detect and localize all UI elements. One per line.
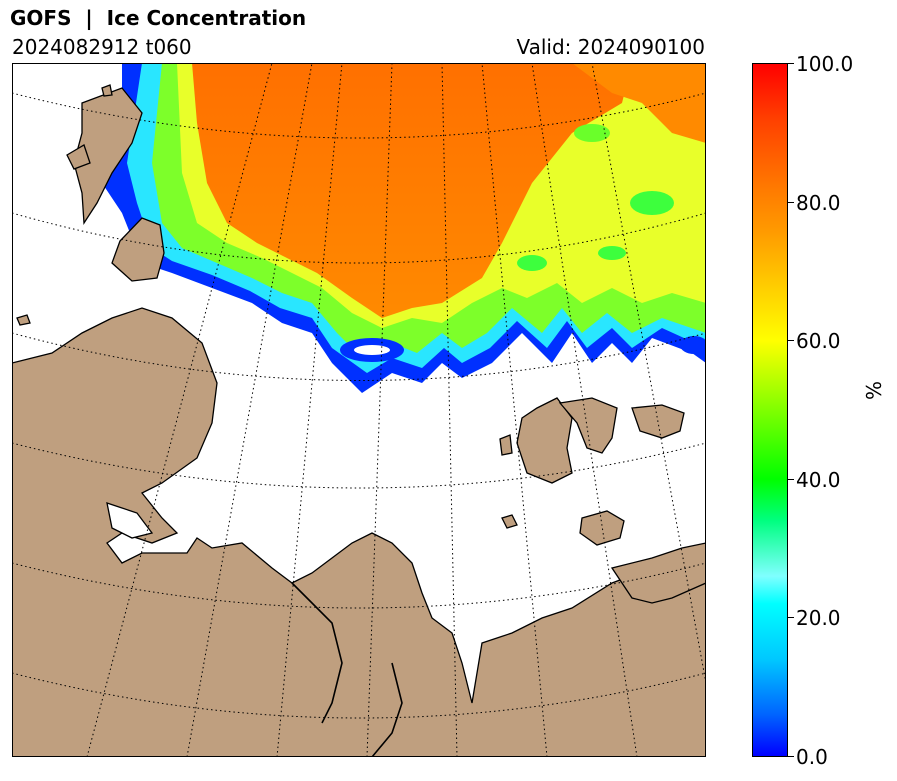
graticule xyxy=(12,63,706,757)
colorbar-tick xyxy=(788,202,794,203)
colorbar-tick xyxy=(788,617,794,618)
colorbar-label: % xyxy=(862,380,886,400)
colorbar-tick-label: 40.0 xyxy=(796,468,841,492)
rivers xyxy=(291,582,403,757)
colorbar-tick xyxy=(788,340,794,341)
colorbar-tick-label: 80.0 xyxy=(796,191,841,215)
colorbar xyxy=(752,63,788,757)
valid-time-label: Valid: 2024090100 xyxy=(516,35,705,59)
colorbar-tick xyxy=(788,756,794,757)
ice-concentration-field xyxy=(102,63,706,393)
colorbar-tick xyxy=(788,63,794,64)
land xyxy=(12,84,706,757)
run-label: 2024082912 t060 xyxy=(12,35,192,59)
colorbar-tick xyxy=(788,479,794,480)
colorbar-tick-label: 20.0 xyxy=(796,606,841,630)
colorbar-tick-label: 60.0 xyxy=(796,329,841,353)
colorbar-tick-label: 100.0 xyxy=(796,52,854,76)
figure-title: GOFS | Ice Concentration xyxy=(10,6,307,30)
colorbar-tick-label: 0.0 xyxy=(796,745,828,769)
map-panel xyxy=(12,63,706,757)
